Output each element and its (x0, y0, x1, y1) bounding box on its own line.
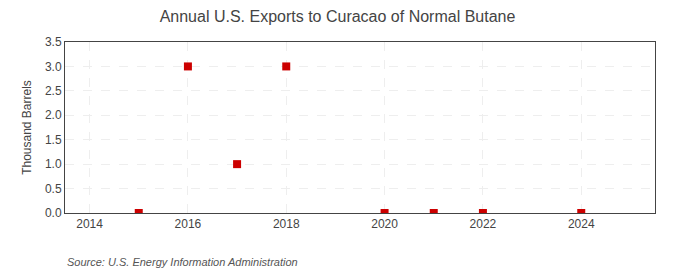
svg-text:2016: 2016 (175, 217, 202, 231)
svg-text:2.5: 2.5 (45, 84, 62, 98)
svg-text:0.0: 0.0 (45, 206, 62, 220)
svg-text:2.0: 2.0 (45, 108, 62, 122)
svg-text:3.5: 3.5 (45, 35, 62, 49)
svg-text:3.0: 3.0 (45, 60, 62, 74)
svg-text:2024: 2024 (568, 217, 595, 231)
svg-text:2018: 2018 (273, 217, 300, 231)
svg-text:1.5: 1.5 (45, 133, 62, 147)
svg-text:Thousand Barrels: Thousand Barrels (20, 80, 34, 175)
svg-text:2014: 2014 (76, 217, 103, 231)
svg-text:Source: U.S. Energy Informatio: Source: U.S. Energy Information Administ… (67, 256, 298, 268)
svg-text:1.0: 1.0 (45, 157, 62, 171)
svg-text:2022: 2022 (470, 217, 497, 231)
svg-text:Annual U.S. Exports to Curacao: Annual U.S. Exports to Curacao of Normal… (160, 8, 516, 25)
svg-text:0.5: 0.5 (45, 182, 62, 196)
svg-text:2020: 2020 (371, 217, 398, 231)
